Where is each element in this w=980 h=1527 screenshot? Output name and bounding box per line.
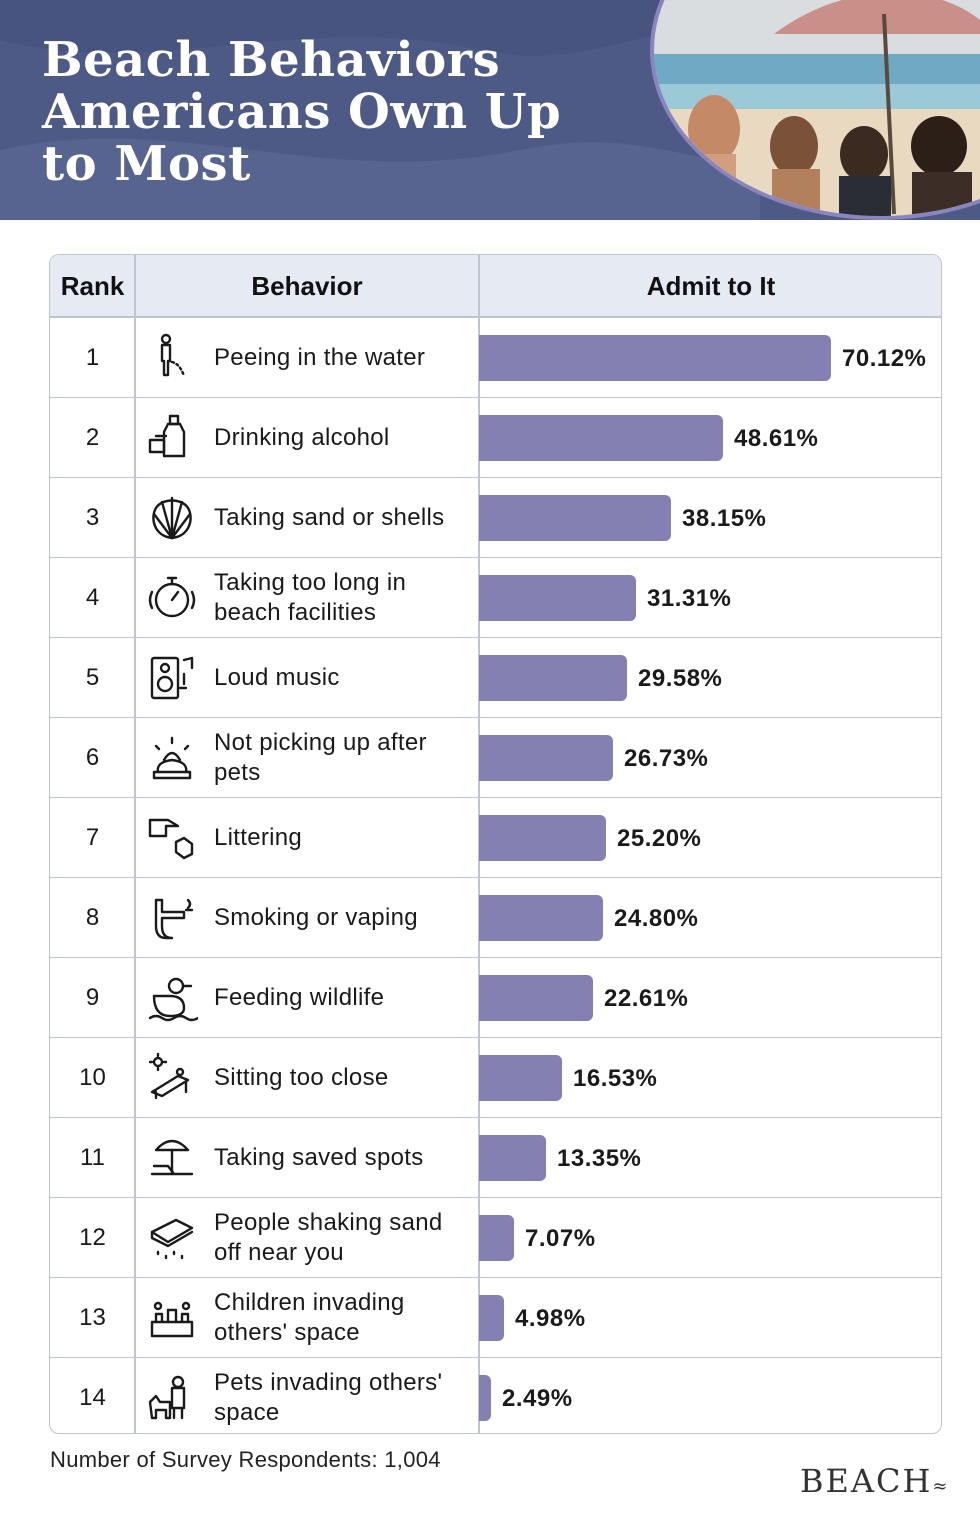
bar	[479, 495, 671, 541]
table-row: 4 Taking too long in beach facilities 31.3…	[50, 557, 941, 637]
table-header-row: Rank Behavior Admit to It	[50, 255, 941, 317]
beach-logo: BEACH≈	[800, 1462, 949, 1500]
bar	[479, 815, 606, 861]
behavior-label: Taking too long in beach facilities	[214, 569, 407, 626]
bar	[479, 1055, 562, 1101]
alcohol-bottle-icon	[146, 412, 198, 464]
behavior-label: Pets invading others' space	[214, 1369, 443, 1426]
table-row: 12 People shaking sand off near you 7.07%	[50, 1197, 941, 1277]
value-label: 29.58%	[638, 665, 723, 692]
bar	[479, 735, 613, 781]
bar	[479, 975, 593, 1021]
header-behavior: Behavior	[251, 271, 363, 301]
bar	[479, 1295, 504, 1341]
value-label: 13.35%	[557, 1145, 642, 1172]
rank-cell: 2	[85, 424, 100, 451]
value-label: 7.07%	[525, 1225, 596, 1252]
table-row: 1 Peeing in the water 70.12%	[50, 317, 941, 397]
rank-cell: 1	[85, 344, 100, 371]
header-rank: Rank	[60, 271, 125, 301]
behavior-label: Peeing in the water	[214, 344, 426, 371]
behavior-label: Feeding wildlife	[214, 984, 385, 1011]
bar	[479, 575, 636, 621]
seashell-icon	[146, 492, 198, 544]
rank-cell: 12	[79, 1224, 106, 1251]
littering-hand-icon	[146, 812, 198, 864]
header-wave-decoration	[0, 0, 760, 220]
rank-cell: 3	[85, 504, 100, 531]
behavior-label: People shaking sand off near you	[214, 1209, 443, 1266]
respondents-note: Number of Survey Respondents: 1,004	[50, 1447, 441, 1472]
pet-waste-icon	[146, 732, 198, 784]
value-label: 48.61%	[734, 425, 819, 452]
column-divider	[478, 255, 480, 1433]
column-divider	[134, 255, 136, 1433]
value-label: 25.20%	[617, 825, 702, 852]
rank-cell: 13	[79, 1304, 106, 1331]
logo-wave-mark: ≈	[932, 1476, 950, 1497]
children-sand-castle-icon	[146, 1292, 198, 1344]
logo-text: BEACH	[800, 1462, 933, 1500]
bar	[479, 1375, 491, 1421]
value-label: 24.80%	[614, 905, 699, 932]
table-row: 2 Drinking alcohol 48.61%	[50, 397, 941, 477]
behavior-label: Taking sand or shells	[214, 504, 445, 531]
value-label: 16.53%	[573, 1065, 658, 1092]
value-label: 22.61%	[604, 985, 689, 1012]
speaker-music-icon	[146, 652, 198, 704]
value-label: 2.49%	[502, 1385, 573, 1412]
table-row: 11 Taking saved spots 13.35%	[50, 1117, 941, 1197]
rank-cell: 8	[85, 904, 100, 931]
rank-cell: 4	[85, 584, 100, 611]
behavior-label: Littering	[214, 824, 303, 851]
stopwatch-icon	[146, 572, 198, 624]
rank-cell: 6	[85, 744, 100, 771]
bar	[479, 655, 627, 701]
bar	[479, 895, 603, 941]
table-row: 3 Taking sand or shells 38.15%	[50, 477, 941, 557]
value-label: 38.15%	[682, 505, 767, 532]
header-admit: Admit to It	[646, 271, 776, 301]
table-row: 6 Not picking up after pets 26.73%	[50, 717, 941, 797]
table-row: 13 Children invading others' space 4.98%	[50, 1277, 941, 1357]
value-label: 31.31%	[647, 585, 732, 612]
ranking-table: Rank Behavior Admit to It 1 Peeing in the…	[49, 254, 942, 1434]
rank-cell: 7	[85, 824, 100, 851]
rank-cell: 10	[79, 1064, 106, 1091]
rank-cell: 11	[80, 1144, 105, 1171]
table-row: 5 Loud music 29.58%	[50, 637, 941, 717]
rank-cell: 14	[79, 1384, 106, 1411]
behavior-label: Drinking alcohol	[214, 424, 390, 451]
rank-cell: 9	[85, 984, 100, 1011]
behavior-label: Children invading others' space	[214, 1289, 405, 1346]
bar	[479, 335, 831, 381]
beach-umbrella-chair-icon	[146, 1132, 198, 1184]
bar	[479, 1215, 514, 1261]
behavior-label: Smoking or vaping	[214, 904, 418, 931]
beach-lounger-sun-icon	[146, 1052, 198, 1104]
table-row: 10 Sitting too close 16.53%	[50, 1037, 941, 1117]
page-title: Beach Behaviors Americans Own Up to Most	[42, 32, 562, 192]
bar	[479, 1135, 546, 1181]
table-row: 8 Smoking or vaping 24.80%	[50, 877, 941, 957]
bar	[479, 415, 723, 461]
behavior-label: Taking saved spots	[214, 1144, 424, 1171]
table-row: 9 Feeding wildlife 22.61%	[50, 957, 941, 1037]
peeing-person-icon	[146, 332, 198, 384]
behavior-label: Loud music	[214, 664, 340, 691]
value-label: 4.98%	[515, 1305, 586, 1332]
behavior-label: Sitting too close	[214, 1064, 389, 1091]
shaking-towel-icon	[146, 1212, 198, 1264]
header-banner: Beach Behaviors Americans Own Up to Most	[0, 0, 980, 220]
dog-person-icon	[146, 1372, 198, 1424]
rank-cell: 5	[85, 664, 100, 691]
table-row: 14 Pets invading others' space 2.49%	[50, 1357, 941, 1433]
value-label: 70.12%	[842, 345, 927, 372]
behavior-label: Not picking up after pets	[214, 729, 427, 786]
cigarette-hand-icon	[146, 892, 198, 944]
duck-water-icon	[146, 972, 200, 1024]
table-row: 7 Littering 25.20%	[50, 797, 941, 877]
value-label: 26.73%	[624, 745, 709, 772]
